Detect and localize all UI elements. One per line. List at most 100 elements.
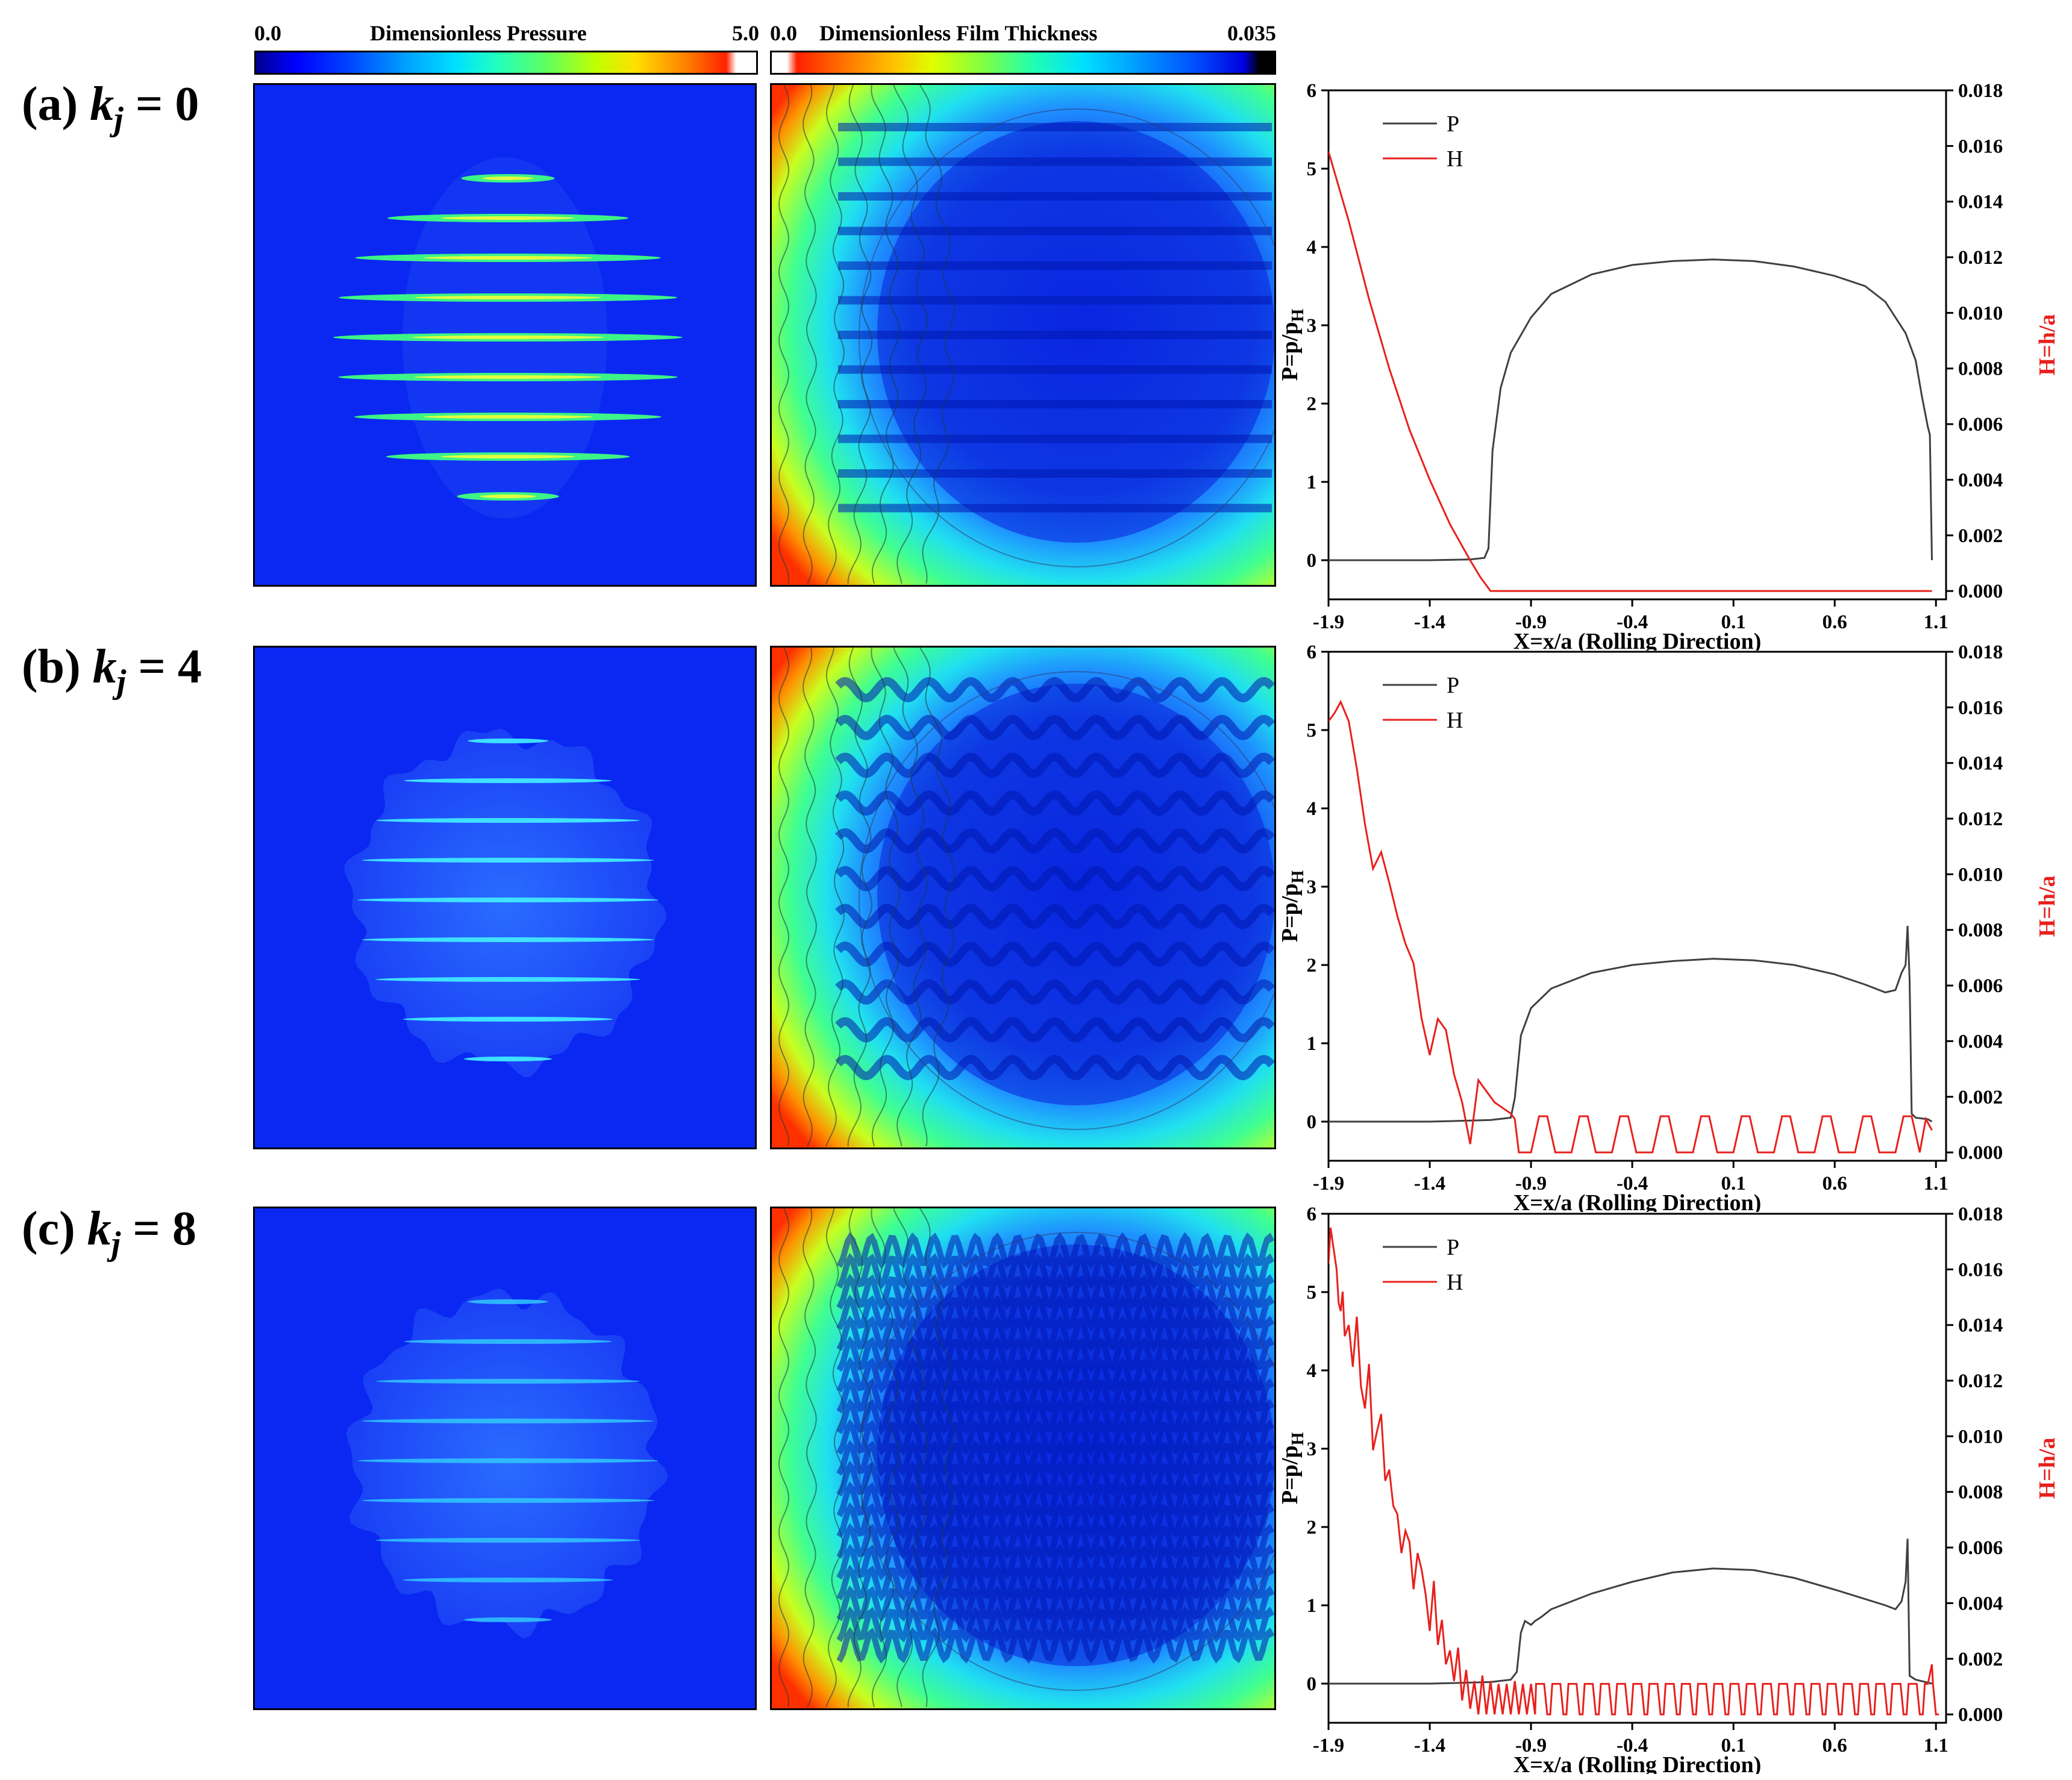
film-wave-c xyxy=(836,1273,1274,1311)
y2-axis-title-a: H=h/a xyxy=(2035,314,2060,376)
y-tick-label-a: 4 xyxy=(1307,237,1317,258)
film-colorbar-title: Dimensionless Film Thickness xyxy=(819,21,1098,45)
pressure-streak-core-a xyxy=(441,216,575,220)
row-label-a: (a) kj = 0 xyxy=(22,77,199,139)
x-tick-label-b: -0.9 xyxy=(1515,1173,1547,1194)
pressure-streak-c xyxy=(463,1617,552,1622)
x-tick-label-b: -1.9 xyxy=(1313,1173,1344,1194)
row-label-b-k: k xyxy=(92,640,117,693)
y-tick-label-a: 2 xyxy=(1307,393,1317,415)
x-tick-label-b: 0.1 xyxy=(1721,1173,1746,1194)
y2-tick-label-a: 0.012 xyxy=(1958,247,2003,269)
series-line-H-b xyxy=(1329,699,1933,1154)
x-tick-label-c: -1.4 xyxy=(1414,1735,1445,1757)
y-tick-label-c: 3 xyxy=(1307,1438,1317,1460)
film-wave-b xyxy=(835,752,1274,778)
legend-label-P-a: P xyxy=(1447,111,1459,137)
y-tick-label-a: 5 xyxy=(1307,158,1317,180)
row-label-c-k: k xyxy=(87,1202,111,1255)
y2-tick-label-b: 0.012 xyxy=(1958,808,2003,830)
legend-label-P-b: P xyxy=(1447,673,1459,698)
film-colorbar: 0.0 Dimensionless Film Thickness 0.035 xyxy=(770,18,1276,78)
x-tick-label-a: -1.9 xyxy=(1313,611,1344,633)
pressure-map-a xyxy=(253,83,757,587)
legend-label-P-c: P xyxy=(1447,1235,1459,1260)
pressure-streak-core-a xyxy=(415,296,601,299)
film-contour-ring-c xyxy=(859,1232,1274,1691)
x-tick-label-a: 1.1 xyxy=(1924,611,1948,633)
film-contour-c xyxy=(778,1208,790,1708)
pressure-streak-b xyxy=(357,898,659,902)
x-tick-label-c: 0.6 xyxy=(1823,1735,1847,1757)
pressure-colorbar: 0.0 Dimensionless Pressure 5.0 xyxy=(254,18,759,78)
x-tick-label-b: -0.4 xyxy=(1617,1173,1648,1194)
film-wave-c xyxy=(836,1523,1274,1560)
pressure-map-b-svg xyxy=(255,648,755,1148)
film-contour-b xyxy=(778,648,790,1147)
y2-axis-title-c: H=h/a xyxy=(2035,1438,2060,1499)
film-contour-c xyxy=(825,1208,845,1708)
y-tick-label-a: 0 xyxy=(1307,550,1317,572)
film-wave-c xyxy=(836,1294,1274,1331)
film-wave-b xyxy=(835,1055,1274,1081)
film-wave-c xyxy=(836,1440,1274,1477)
film-contour-c xyxy=(871,1208,901,1708)
series-line-P-b xyxy=(1329,925,1933,1123)
pressure-streak-c xyxy=(375,1538,640,1543)
pressure-streak-b xyxy=(463,1057,552,1061)
film-contour-b xyxy=(847,648,873,1147)
pressure-colorbar-max: 5.0 xyxy=(732,21,759,45)
pressure-map-b xyxy=(253,646,757,1149)
film-wave-c xyxy=(836,1502,1274,1539)
y2-tick-label-c: 0.002 xyxy=(1958,1649,2003,1670)
film-contour-b xyxy=(893,648,928,1147)
y-tick-label-b: 2 xyxy=(1307,955,1317,976)
series-line-P-a xyxy=(1329,258,1933,561)
film-colorbar-min: 0.0 xyxy=(770,21,797,45)
pressure-colorbar-gradient xyxy=(254,51,758,75)
pressure-streak-b xyxy=(404,778,612,783)
y2-tick-label-a: 0.010 xyxy=(1958,302,2003,324)
pressure-streak-core-a xyxy=(480,495,536,498)
y-axis-title-sub-b: H xyxy=(1289,870,1307,884)
pressure-streak-c xyxy=(468,1299,548,1304)
x-tick-label-b: -1.4 xyxy=(1414,1173,1445,1194)
pressure-streak-b xyxy=(362,937,654,942)
film-contact-zone-b xyxy=(877,684,1274,1105)
y2-axis-title-b: H=h/a xyxy=(2035,876,2060,937)
film-wave-c xyxy=(836,1627,1274,1664)
pressure-streak-b xyxy=(376,818,640,823)
x-tick-label-b: 0.6 xyxy=(1823,1173,1847,1194)
film-wave-c xyxy=(836,1606,1274,1643)
y2-tick-label-b: 0.016 xyxy=(1958,697,2003,719)
x-tick-label-a: -1.4 xyxy=(1414,611,1445,633)
x-tick-label-c: 0.1 xyxy=(1721,1735,1746,1757)
x-tick-label-c: -0.4 xyxy=(1617,1735,1648,1757)
y2-tick-label-c: 0.004 xyxy=(1958,1593,2003,1614)
row-label-b-suffix: = 4 xyxy=(126,640,202,693)
pressure-colorbar-title: Dimensionless Pressure xyxy=(370,21,587,45)
row-label-c: (c) kj = 8 xyxy=(22,1202,196,1263)
pressure-streak-b xyxy=(402,1017,613,1022)
x-axis-title-b: X=x/a (Rolling Direction) xyxy=(1513,1190,1761,1212)
film-map-a xyxy=(770,83,1276,587)
y-tick-label-a: 6 xyxy=(1307,80,1317,102)
x-tick-label-c: -1.9 xyxy=(1313,1735,1344,1757)
pressure-streak-c xyxy=(357,1458,659,1463)
series-line-P-c xyxy=(1329,1538,1932,1685)
legend-label-H-c: H xyxy=(1447,1270,1463,1295)
y-tick-label-b: 1 xyxy=(1307,1033,1317,1055)
y-axis-title-main-b: P=p/p xyxy=(1277,884,1303,943)
y-tick-label-b: 5 xyxy=(1307,720,1317,742)
film-wave-b xyxy=(835,904,1274,929)
pressure-streak-c xyxy=(362,1498,654,1503)
y-tick-label-a: 1 xyxy=(1307,472,1317,493)
pressure-streak-c xyxy=(402,1578,613,1582)
y2-tick-label-b: 0.004 xyxy=(1958,1031,2003,1052)
y-tick-label-b: 0 xyxy=(1307,1111,1317,1133)
film-contour-a xyxy=(919,85,956,584)
y-tick-label-b: 4 xyxy=(1307,798,1317,820)
y2-tick-label-b: 0.002 xyxy=(1958,1087,2003,1108)
x-axis-title-c: X=x/a (Rolling Direction) xyxy=(1513,1752,1761,1774)
legend-label-H-a: H xyxy=(1447,146,1463,172)
